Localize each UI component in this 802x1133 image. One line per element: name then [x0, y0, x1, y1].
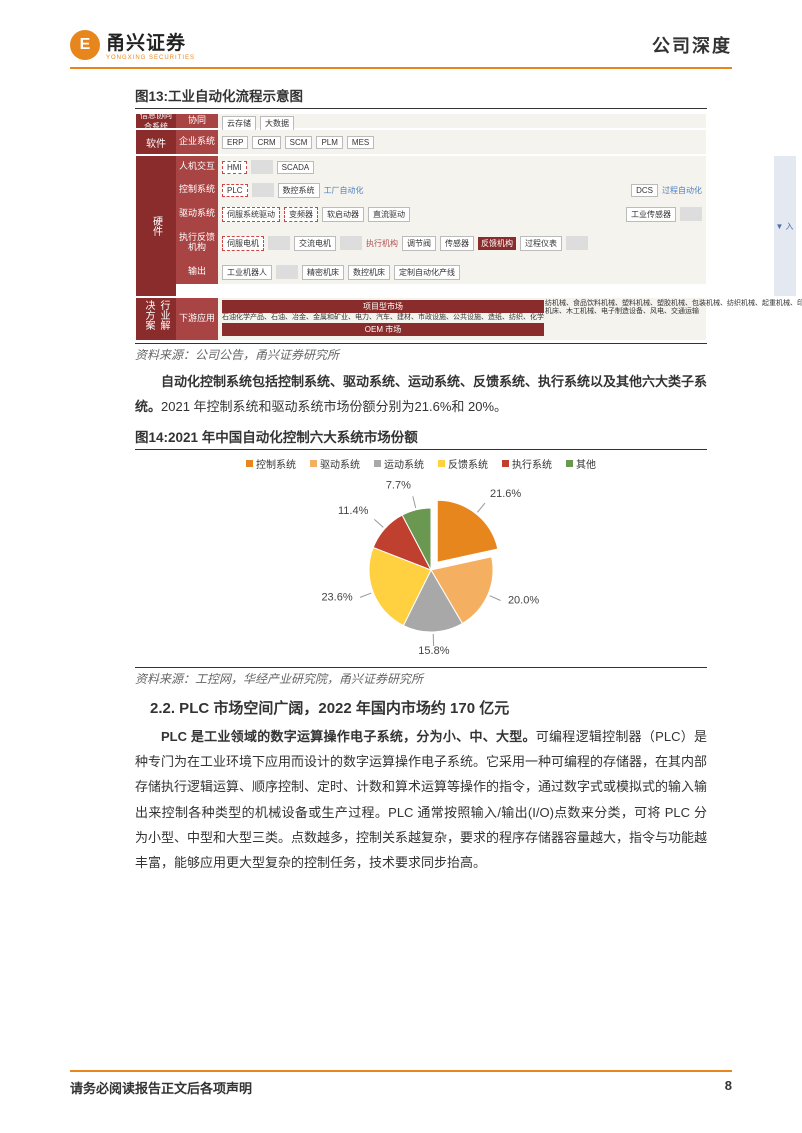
cell-hmi: HMI — [222, 161, 247, 174]
svg-text:20.0%: 20.0% — [508, 594, 539, 606]
para1: 自动化控制系统包括控制系统、驱动系统、运动系统、反馈系统、执行系统以及其他六大类… — [135, 369, 707, 420]
cell-scada: SCADA — [277, 161, 315, 174]
fig13-diagram: 信息协同合系统 协同 云存储 大数据 软件 企业系统 ERP CRM SCM P… — [135, 113, 707, 341]
pie-chart: 21.6% 20.0% 15.8% 23.6% 11.4% 7.7% — [135, 475, 707, 665]
cell-bed: 精密机床 — [302, 265, 344, 280]
svg-text:11.4%: 11.4% — [338, 505, 369, 517]
cell-cnc: 数控系统 — [278, 183, 320, 198]
cell-mes: MES — [347, 136, 374, 149]
arrow-in: 入▼ — [774, 156, 796, 296]
legend-0: 控制系统 — [246, 456, 296, 471]
diag-sub-app: 下游应用 — [176, 298, 218, 340]
cell-scm: SCM — [285, 136, 313, 149]
cell-meter: 过程仪表 — [520, 236, 562, 251]
diag-side-sol: 行业解决方案 — [136, 298, 176, 340]
para1-rest: 2021 年控制系统和驱动系统市场份额分别为21.6%和 20%。 — [161, 399, 507, 414]
img-placeholder-icon — [252, 183, 274, 197]
img-placeholder-icon — [680, 207, 702, 221]
cell-fauto: 工厂自动化 — [324, 185, 364, 196]
diag-sub-ent: 企业系统 — [176, 130, 218, 154]
pie-legend: 控制系统 驱动系统 运动系统 反馈系统 执行系统 其他 — [135, 456, 707, 471]
cell-erp: ERP — [222, 136, 248, 149]
cell-crm: CRM — [252, 136, 280, 149]
diag-main-exec: 伺服电机 交流电机 执行机构 调节阀 传感器 反馈机构 过程仪表 — [218, 226, 706, 260]
cell-dc: 直流驱动 — [368, 207, 410, 222]
cell-robot: 工业机器人 — [222, 265, 272, 280]
diag-sub-exec: 执行反馈机构 — [176, 226, 218, 260]
img-placeholder-icon — [566, 236, 588, 250]
cell-cloud: 云存储 — [222, 116, 256, 131]
legend-1: 驱动系统 — [310, 456, 360, 471]
legend-2: 运动系统 — [374, 456, 424, 471]
cell-servo: 伺服系统驱动 — [222, 207, 280, 222]
img-placeholder-icon — [276, 265, 298, 279]
diag-main-soft: ERP CRM SCM PLM MES — [218, 130, 706, 154]
diag-main-out: 工业机器人 精密机床 数控机床 定制自动化产线 — [218, 260, 706, 284]
section-2-2: 2.2. PLC 市场空间广阔，2022 年国内市场约 170 亿元 — [135, 697, 707, 718]
legend-4: 执行系统 — [502, 456, 552, 471]
diag-main-app: 项目型市场 石油化学产品、石油、冶金、金属和矿业、电力、汽车、建材、市政设施、公… — [218, 298, 706, 340]
svg-text:21.6%: 21.6% — [490, 487, 521, 499]
cell-valve: 调节阀 — [402, 236, 436, 251]
logo: E 甬兴证券 YONGXING SECURITIES — [70, 28, 195, 61]
cell-dcs: DCS — [631, 184, 658, 197]
fig13-source: 资料来源：公司公告，甬兴证券研究所 — [135, 343, 707, 363]
img-placeholder-icon — [268, 236, 290, 250]
pie-svg: 21.6% 20.0% 15.8% 23.6% 11.4% 7.7% — [291, 475, 551, 655]
cell-custom: 定制自动化产线 — [394, 265, 460, 280]
cell-plm: PLM — [316, 136, 342, 149]
diag-sub-drive: 驱动系统 — [176, 202, 218, 226]
diag-sub-hmi: 人机交互 — [176, 156, 218, 178]
fig13-title: 图13:工业自动化流程示意图 — [135, 85, 707, 109]
cell-proj: 项目型市场 — [222, 300, 544, 313]
cell-starter: 软启动器 — [322, 207, 364, 222]
para2-rest: 可编程逻辑控制器（PLC）是种专门为在工业环境下应用而设计的数字运算操作电子系统… — [135, 729, 707, 871]
img-placeholder-icon — [251, 160, 273, 174]
cell-cnc2: 数控机床 — [348, 265, 390, 280]
para2-bold: PLC 是工业领域的数字运算操作电子系统，分为小、中、大型。 — [161, 729, 536, 744]
footer-notice: 请务必阅读报告正文后各项声明 — [70, 1078, 252, 1097]
diag-main-hmi: HMI SCADA — [218, 156, 706, 178]
diag-main-drive: 伺服系统驱动 变频器 软启动器 直流驱动 工业传感器 — [218, 202, 706, 226]
diag-main-ctrl: PLC 数控系统 工厂自动化 DCS 过程自动化 — [218, 178, 706, 202]
diag-side-hard: 硬件 — [136, 156, 176, 296]
diag-sub-coord: 协同 — [176, 114, 218, 128]
fig14-title: 图14:2021 年中国自动化控制六大系统市场份额 — [135, 426, 707, 450]
cell-ac: 交流电机 — [294, 236, 336, 251]
legend-3: 反馈系统 — [438, 456, 488, 471]
cell-vfd: 变频器 — [284, 207, 318, 222]
header-title: 公司深度 — [652, 32, 732, 58]
para2: PLC 是工业领域的数字运算操作电子系统，分为小、中、大型。可编程逻辑控制器（P… — [135, 724, 707, 876]
diag-side-soft: 软件 — [136, 130, 176, 154]
cell-motor: 伺服电机 — [222, 236, 264, 251]
legend-5: 其他 — [566, 456, 596, 471]
fig14-source: 资料来源：工控网，华经产业研究院，甬兴证券研究所 — [135, 667, 707, 687]
cell-inst: 工业传感器 — [626, 207, 676, 222]
page-footer: 请务必阅读报告正文后各项声明 8 — [70, 1070, 732, 1097]
footer-page: 8 — [725, 1078, 732, 1097]
cell-oem: OEM 市场 — [222, 323, 544, 336]
logo-icon: E — [70, 30, 100, 60]
logo-text-en: YONGXING SECURITIES — [106, 55, 195, 61]
cell-sensor: 传感器 — [440, 236, 474, 251]
img-placeholder-icon — [340, 236, 362, 250]
cell-bigdata: 大数据 — [260, 116, 294, 131]
cell-ind1: 石油化学产品、石油、冶金、金属和矿业、电力、汽车、建材、市政设施、公共设施、造纸… — [222, 314, 544, 322]
cell-ind2: 纺机械、食品饮料机械、塑料机械、塑胶机械、包装机械、纺织机械、起重机械、印刷机械… — [545, 300, 802, 315]
diag-side-info: 信息协同合系统 — [136, 114, 176, 128]
svg-text:15.8%: 15.8% — [418, 645, 449, 655]
diag-main-info: 云存储 大数据 — [218, 114, 706, 128]
cell-plc: PLC — [222, 184, 248, 197]
svg-text:7.7%: 7.7% — [386, 479, 411, 491]
svg-text:23.6%: 23.6% — [321, 591, 352, 603]
cell-pauto: 过程自动化 — [662, 185, 702, 196]
page-header: E 甬兴证券 YONGXING SECURITIES 公司深度 — [0, 0, 802, 67]
diag-sub-ctrl: 控制系统 — [176, 178, 218, 202]
logo-text-cn: 甬兴证券 — [106, 28, 195, 55]
diag-sub-out: 输出 — [176, 260, 218, 284]
